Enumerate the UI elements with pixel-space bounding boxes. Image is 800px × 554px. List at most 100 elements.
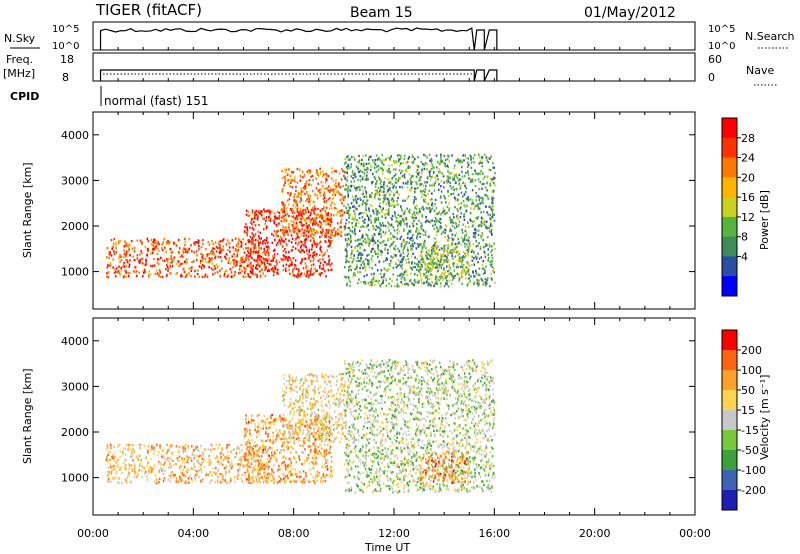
heatmap-cell <box>388 229 390 232</box>
heatmap-cell <box>161 469 163 472</box>
heatmap-cell <box>110 470 113 473</box>
heatmap-cell <box>460 206 462 209</box>
heatmap-cell <box>304 182 306 186</box>
heatmap-cell <box>473 281 476 284</box>
heatmap-cell <box>471 189 474 192</box>
heatmap-cell <box>412 225 415 228</box>
heatmap-cell <box>449 273 451 276</box>
heatmap-cell <box>417 186 419 190</box>
heatmap-cell <box>205 248 207 251</box>
heatmap-cell <box>353 173 356 177</box>
heatmap-cell <box>263 252 266 255</box>
heatmap-cell <box>252 233 255 237</box>
heatmap-cell <box>247 418 250 422</box>
heatmap-cell <box>250 240 253 243</box>
heatmap-cell <box>107 453 109 457</box>
heatmap-cell <box>428 220 430 223</box>
heatmap-cell <box>401 209 403 212</box>
heatmap-cell <box>359 169 362 172</box>
heatmap-cell <box>319 248 322 252</box>
heatmap-cell <box>231 239 234 242</box>
heatmap-cell <box>249 481 251 485</box>
heatmap-cell <box>296 232 299 236</box>
heatmap-cell <box>263 446 266 449</box>
heatmap-cell <box>169 247 172 251</box>
heatmap-cell <box>285 446 287 449</box>
heatmap-cell <box>429 273 432 277</box>
heatmap-cell <box>267 433 269 436</box>
heatmap-cell <box>344 177 347 180</box>
heatmap-cell <box>338 172 341 175</box>
heatmap-cell <box>294 206 297 209</box>
heatmap-cell <box>207 473 210 476</box>
heatmap-cell <box>307 231 310 234</box>
heatmap-cell <box>170 458 172 461</box>
heatmap-cell <box>225 257 227 260</box>
heatmap-cell <box>228 482 231 485</box>
heatmap-cell <box>476 244 479 247</box>
heatmap-cell <box>281 417 284 420</box>
heatmap-cell <box>465 171 467 174</box>
heatmap-cell <box>442 230 445 234</box>
heatmap-cell <box>110 480 112 483</box>
heatmap-cell <box>156 443 158 446</box>
heatmap-cell <box>400 156 403 160</box>
heatmap-cell <box>426 254 428 258</box>
heatmap-cell <box>431 246 433 249</box>
heatmap-cell <box>179 247 181 250</box>
heatmap-cell <box>169 466 171 469</box>
heatmap-cell <box>284 248 286 251</box>
heatmap-cell <box>316 475 318 478</box>
heatmap-cell <box>444 271 446 274</box>
heatmap-cell <box>269 213 271 216</box>
heatmap-cell <box>348 278 350 281</box>
heatmap-cell <box>275 417 277 420</box>
heatmap-cell <box>480 216 483 219</box>
heatmap-cell <box>301 249 303 252</box>
heatmap-cell <box>269 441 272 444</box>
heatmap-cell <box>237 272 240 275</box>
heatmap-cell <box>324 172 327 175</box>
heatmap-cell <box>248 240 250 244</box>
heatmap-cell <box>365 193 368 197</box>
heatmap-cell <box>119 449 122 453</box>
heatmap-cell <box>438 266 440 269</box>
heatmap-cell <box>324 233 327 236</box>
heatmap-cell <box>258 258 260 261</box>
heatmap-cell <box>170 248 172 251</box>
heatmap-cell <box>406 186 409 189</box>
heatmap-cell <box>286 446 288 449</box>
heatmap-cell <box>360 254 363 257</box>
heatmap-cell <box>282 215 284 218</box>
heatmap-cell <box>149 466 152 469</box>
heatmap-cell <box>455 159 458 162</box>
heatmap-cell <box>306 272 308 275</box>
heatmap-cell <box>440 256 443 259</box>
heatmap-cell <box>290 461 292 464</box>
heatmap-cell <box>462 238 464 241</box>
heatmap-cell <box>392 160 395 163</box>
heatmap-cell <box>153 258 155 261</box>
heatmap-cell <box>463 204 466 207</box>
heatmap-cell <box>160 256 162 259</box>
heatmap-cell <box>345 276 347 279</box>
heatmap-cell <box>294 438 296 441</box>
heatmap-cell <box>350 245 353 249</box>
heatmap-cell <box>467 250 470 253</box>
heatmap-cell <box>362 236 364 239</box>
heatmap-cell <box>105 447 108 450</box>
heatmap-cell <box>302 267 305 270</box>
heatmap-cell <box>317 182 319 185</box>
heatmap-cell <box>278 464 280 467</box>
heatmap-cell <box>486 282 489 285</box>
heatmap-cell <box>322 480 325 483</box>
heatmap-cell <box>240 456 242 460</box>
heatmap-cell <box>282 225 284 228</box>
heatmap-cell <box>315 421 318 424</box>
heatmap-cell <box>422 162 424 166</box>
heatmap-cell <box>421 195 423 199</box>
heatmap-cell <box>251 236 254 240</box>
heatmap-cell <box>458 173 461 177</box>
heatmap-cell <box>257 251 259 254</box>
heatmap-cell <box>447 190 449 194</box>
